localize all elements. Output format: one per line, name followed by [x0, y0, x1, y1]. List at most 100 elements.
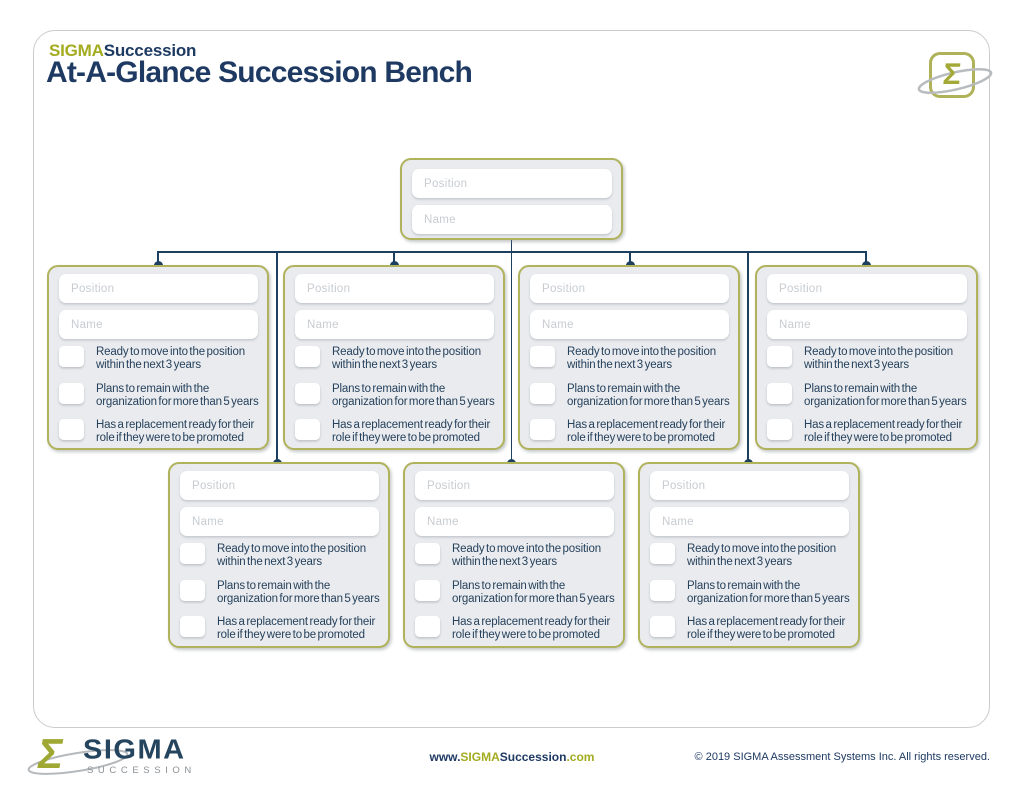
footer-logo-name: SIGMA: [83, 734, 186, 766]
replacement-label: Has a replacement ready for their role i…: [96, 419, 255, 445]
root-position-card: Position Name: [400, 158, 623, 240]
replacement-label: Has a replacement ready for their role i…: [452, 616, 611, 642]
remain-label: Plans to remain with the organization fo…: [687, 579, 850, 605]
url-www: www.: [429, 750, 461, 764]
position-field[interactable]: Position: [650, 471, 849, 500]
position-field[interactable]: Position: [530, 274, 729, 303]
remain-label: Plans to remain with the organization fo…: [567, 382, 730, 408]
checkbox-row-remain: Plans to remain with the organization fo…: [415, 579, 618, 607]
connector-drop: [865, 251, 867, 265]
ready-checkbox[interactable]: [180, 543, 205, 564]
remain-checkbox[interactable]: [767, 382, 792, 404]
ready-label: Ready to move into the position within t…: [217, 543, 366, 569]
name-field[interactable]: Name: [295, 310, 494, 339]
name-placeholder: Name: [424, 213, 456, 226]
connector-drop: [393, 251, 395, 265]
position-placeholder: Position: [71, 282, 115, 295]
checkbox-row-remain: Plans to remain with the organization fo…: [767, 382, 971, 410]
remain-label: Plans to remain with the organization fo…: [96, 382, 259, 408]
position-field[interactable]: Position: [767, 274, 967, 303]
position-field[interactable]: Position: [295, 274, 494, 303]
ready-checkbox[interactable]: [59, 346, 84, 367]
position-placeholder: Position: [779, 282, 823, 295]
replacement-label: Has a replacement ready for their role i…: [804, 419, 963, 445]
remain-checkbox[interactable]: [415, 579, 440, 601]
remain-checkbox[interactable]: [180, 579, 205, 601]
position-field[interactable]: Position: [412, 169, 612, 198]
url-sigma: SIGMA: [460, 750, 500, 764]
name-field[interactable]: Name: [59, 310, 258, 339]
checkbox-row-replacement: Has a replacement ready for their role i…: [59, 419, 262, 446]
remain-label: Plans to remain with the organization fo…: [217, 579, 380, 605]
url-succession: Succession: [499, 750, 567, 764]
remain-checkbox[interactable]: [650, 579, 675, 601]
replacement-checkbox[interactable]: [767, 419, 792, 441]
name-field[interactable]: Name: [180, 507, 379, 536]
replacement-label: Has a replacement ready for their role i…: [567, 419, 726, 445]
position-field[interactable]: Position: [180, 471, 379, 500]
checkbox-row-remain: Plans to remain with the organization fo…: [530, 382, 733, 410]
replacement-label: Has a replacement ready for their role i…: [217, 616, 376, 642]
checkbox-list: Ready to move into the position within t…: [640, 543, 858, 653]
checkbox-row-remain: Plans to remain with the organization fo…: [59, 382, 262, 410]
checkbox-row-replacement: Has a replacement ready for their role i…: [530, 419, 733, 446]
ready-label: Ready to move into the position within t…: [687, 543, 836, 569]
connector-drop-long: [510, 240, 513, 463]
brand-succession: Succession: [103, 41, 197, 60]
replacement-checkbox[interactable]: [59, 419, 84, 441]
remain-checkbox[interactable]: [295, 382, 320, 404]
name-field[interactable]: Name: [650, 507, 849, 536]
connector-drop: [629, 251, 631, 265]
checkbox-row-ready: Ready to move into the position within t…: [530, 346, 733, 373]
replacement-checkbox[interactable]: [530, 419, 555, 441]
position-field[interactable]: Position: [59, 274, 258, 303]
remain-label: Plans to remain with the organization fo…: [804, 382, 967, 408]
ready-label: Ready to move into the position within t…: [804, 346, 953, 372]
checkbox-row-remain: Plans to remain with the organization fo…: [295, 382, 498, 410]
name-field[interactable]: Name: [415, 507, 614, 536]
website-link[interactable]: www.SIGMASuccession.com: [0, 750, 1024, 764]
orbit-ellipse-icon: [917, 68, 993, 94]
ready-label: Ready to move into the position within t…: [567, 346, 716, 372]
succession-card-row2-1: Position Name Ready to move into the pos…: [47, 265, 269, 450]
name-placeholder: Name: [192, 515, 224, 528]
name-placeholder: Name: [307, 318, 339, 331]
succession-card-row2-2: Position Name Ready to move into the pos…: [283, 265, 505, 450]
replacement-checkbox[interactable]: [180, 616, 205, 638]
checkbox-row-remain: Plans to remain with the organization fo…: [650, 579, 853, 607]
connector-drop-long: [276, 251, 278, 463]
ready-checkbox[interactable]: [650, 543, 675, 564]
checkbox-list: Ready to move into the position within t…: [49, 346, 267, 456]
ready-checkbox[interactable]: [767, 346, 792, 367]
remain-checkbox[interactable]: [530, 382, 555, 404]
remain-label: Plans to remain with the organization fo…: [452, 579, 615, 605]
remain-checkbox[interactable]: [59, 382, 84, 404]
checkbox-row-ready: Ready to move into the position within t…: [295, 346, 498, 373]
name-field[interactable]: Name: [530, 310, 729, 339]
ready-checkbox[interactable]: [415, 543, 440, 564]
checkbox-list: Ready to move into the position within t…: [170, 543, 388, 653]
position-field[interactable]: Position: [415, 471, 614, 500]
position-placeholder: Position: [424, 177, 468, 190]
replacement-label: Has a replacement ready for their role i…: [687, 616, 846, 642]
footer-logo-subtitle: SUCCESSION: [87, 765, 196, 776]
ready-checkbox[interactable]: [530, 346, 555, 367]
position-placeholder: Position: [192, 479, 236, 492]
sigma-logo: Σ: [917, 52, 993, 98]
checkbox-list: Ready to move into the position within t…: [520, 346, 738, 456]
ready-checkbox[interactable]: [295, 346, 320, 367]
name-field[interactable]: Name: [412, 205, 612, 234]
name-placeholder: Name: [71, 318, 103, 331]
replacement-label: Has a replacement ready for their role i…: [332, 419, 491, 445]
replacement-checkbox[interactable]: [295, 419, 320, 441]
position-placeholder: Position: [307, 282, 351, 295]
checkbox-row-ready: Ready to move into the position within t…: [767, 346, 971, 373]
brand-sigma: SIGMA: [49, 41, 104, 60]
ready-label: Ready to move into the position within t…: [332, 346, 481, 372]
position-placeholder: Position: [662, 479, 706, 492]
orbit-ellipse-icon: [27, 749, 129, 775]
succession-card-row3-2: Position Name Ready to move into the pos…: [403, 462, 625, 648]
replacement-checkbox[interactable]: [415, 616, 440, 638]
replacement-checkbox[interactable]: [650, 616, 675, 638]
name-field[interactable]: Name: [767, 310, 967, 339]
